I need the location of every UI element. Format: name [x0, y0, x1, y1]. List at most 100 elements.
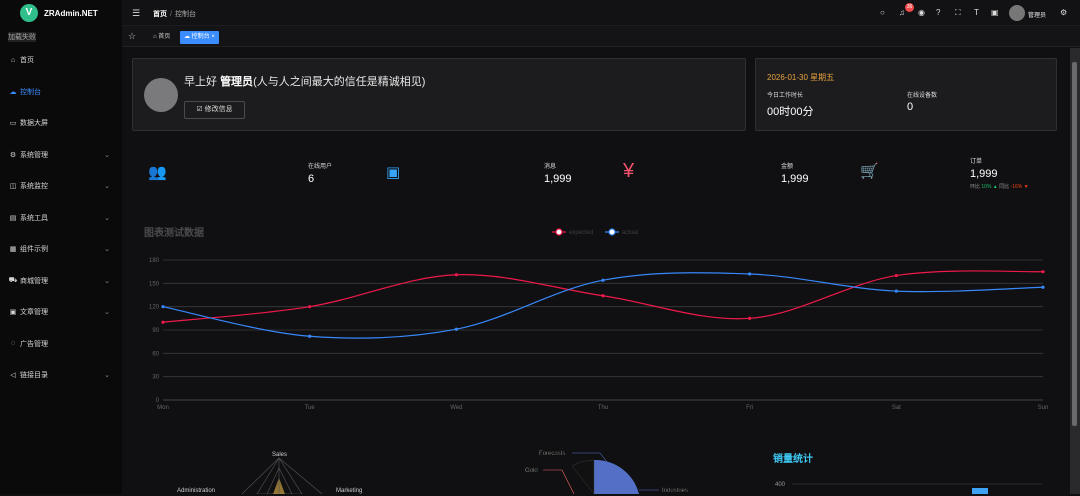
data-point-expected	[748, 316, 752, 320]
header: ☰ 首页 / 控制台	[122, 0, 1080, 26]
legend-marker-expected	[555, 228, 563, 236]
radar-chart: Sales Administration Marketing	[177, 452, 362, 495]
data-point-expected	[161, 320, 165, 324]
chevron-down-icon: ⌄	[104, 214, 110, 222]
work-time-label: 今日工作时长	[767, 93, 804, 99]
mom-value: 10%	[981, 184, 992, 190]
tab-home[interactable]: ⌂ 首页	[150, 31, 173, 43]
yoy-value: -16%	[1010, 184, 1023, 190]
sidebar-item-label: 链接目录	[20, 372, 48, 379]
breadcrumb-current: 控制台	[174, 11, 196, 18]
tab-console-label: 控制台 ×	[191, 34, 215, 40]
stat-amount-label: 金额	[781, 164, 794, 170]
sidebar-item-10[interactable]: ◁ 链接目录 ⌄	[0, 360, 122, 390]
tabs-bar: ☆ ⌂ 首页 ☁ 控制台 ×	[122, 26, 1080, 47]
device-count-value: 0	[907, 101, 914, 113]
greeting-motto: (人与人之间最大的信任是精诚相见)	[253, 76, 426, 88]
home-icon: ⌂	[153, 34, 159, 40]
language-icon[interactable]: ▣	[991, 8, 999, 17]
gear-icon: ⚙	[9, 151, 17, 159]
search-icon[interactable]: ○	[880, 8, 885, 17]
sidebar-item-5[interactable]: ▤ 系统工具 ⌄	[0, 203, 122, 233]
x-tick-label: Sun	[1038, 405, 1049, 411]
series-line-actual	[162, 272, 1044, 339]
legend-label-actual: actual	[622, 230, 638, 236]
avatar[interactable]	[1009, 5, 1025, 21]
monitor-icon: ▭	[9, 120, 17, 127]
sidebar-item-label: 广告管理	[20, 340, 48, 348]
y-tick-label: 150	[149, 281, 160, 287]
data-point-actual	[308, 334, 312, 338]
sidebar-item-6[interactable]: ▦ 组件示例 ⌄	[0, 234, 122, 264]
tab-console[interactable]: ☁ 控制台 ×	[180, 31, 219, 44]
chart-icon: ◫	[9, 183, 17, 190]
bottom-charts-svg: Sales Administration Marketing Forecasts…	[177, 451, 1042, 495]
font-size-icon[interactable]: T	[974, 8, 979, 17]
stat-online-value: 6	[308, 173, 315, 185]
stat-order-label: 订单	[970, 159, 983, 165]
y-tick-label: 120	[149, 305, 160, 311]
data-point-actual	[601, 278, 605, 282]
data-point-expected	[894, 273, 898, 278]
pie-label-industries: Industries	[662, 488, 688, 494]
page-scrollbar[interactable]	[1070, 48, 1080, 494]
sidebar-item-label: 数据大屏	[20, 120, 48, 127]
pie-slice-industries[interactable]	[594, 459, 639, 494]
welcome-card: 早上好 管理员(人与人之间最大的信任是精诚相见) ☑ 修改信息	[132, 58, 746, 131]
github-icon[interactable]: ◉	[918, 8, 925, 17]
sidebar-item-label: 文章管理	[20, 309, 48, 316]
sidebar-item-4[interactable]: ◫ 系统监控 ⌄	[0, 171, 122, 201]
notice-badge: 36	[905, 3, 914, 12]
chevron-down-icon: ⌄	[104, 309, 110, 316]
edit-info-button[interactable]: ☑ 修改信息	[184, 101, 245, 119]
settings-icon[interactable]: ⚙	[1060, 8, 1068, 17]
radar-label-sales: Sales	[272, 452, 287, 458]
data-point-expected	[308, 305, 312, 309]
radar-label-admin: Administration	[177, 488, 215, 494]
logo-icon: V	[20, 4, 38, 22]
greeting: 早上好	[184, 76, 217, 88]
sidebar-item-2[interactable]: ▭ 数据大屏	[0, 108, 122, 138]
star-icon[interactable]: ☆	[128, 31, 137, 41]
x-tick-label: Tue	[305, 405, 316, 411]
shopping-icon[interactable]: 🛒	[860, 163, 879, 180]
sidebar-item-label: 商城管理	[20, 277, 48, 285]
edit-icon: ☑	[196, 106, 205, 113]
menu-toggle-icon[interactable]: ☰	[132, 8, 141, 18]
users-icon[interactable]: 👥	[148, 164, 167, 181]
app-name: ZRAdmin.NET	[44, 9, 98, 18]
load-fail-label: 加载失败	[8, 32, 36, 42]
help-icon[interactable]: ?	[936, 8, 941, 17]
sidebar-item-0[interactable]: ⌂ 首页	[0, 45, 122, 75]
message-icon[interactable]: ▣	[386, 164, 401, 181]
fullscreen-icon[interactable]: ⛶	[955, 8, 961, 17]
sidebar-item-9[interactable]: ◌ 广告管理	[0, 329, 122, 359]
chevron-down-icon: ⌄	[104, 183, 110, 190]
pie-label-forecasts: Forecasts	[539, 451, 565, 457]
sales-bar[interactable]	[972, 488, 988, 494]
scrollbar-thumb[interactable]	[1072, 62, 1077, 426]
sales-ytick: 400	[775, 482, 786, 488]
x-tick-label: Thu	[598, 405, 608, 411]
dashboard-icon: ☁	[184, 34, 192, 40]
yen-icon[interactable]: ¥	[623, 160, 635, 182]
username[interactable]: 管理员	[1028, 13, 1047, 19]
stat-message-label: 消息	[544, 164, 557, 170]
chevron-down-icon: ⌄	[104, 372, 110, 379]
sidebar-item-3[interactable]: ⚙ 系统管理 ⌄	[0, 140, 122, 170]
y-tick-label: 0	[156, 398, 160, 404]
home-icon: ⌂	[10, 56, 16, 64]
sales-chart: 销量统计 400	[773, 452, 1042, 494]
x-tick-label: Wed	[450, 405, 462, 411]
chevron-down-icon: ⌄	[104, 277, 110, 285]
stat-amount-value: 1,999	[781, 173, 809, 185]
sidebar-item-8[interactable]: ▣ 文章管理 ⌄	[0, 297, 122, 327]
sidebar-item-label: 系统管理	[20, 151, 48, 159]
breadcrumb-home[interactable]: 首页	[153, 11, 167, 18]
chart-title: 图表测试数据	[144, 226, 204, 239]
sidebar-item-1[interactable]: ☁ 控制台	[0, 77, 122, 107]
bell-icon[interactable]: ♫	[899, 8, 905, 17]
sidebar-item-7[interactable]: ⛟ 商城管理 ⌄	[0, 266, 122, 296]
line-chart: 图表测试数据 0 30 60 90 120 150 180 Mon Tue Wed Thu Fri Sat…	[132, 218, 1057, 418]
data-point-expected	[1041, 270, 1045, 274]
